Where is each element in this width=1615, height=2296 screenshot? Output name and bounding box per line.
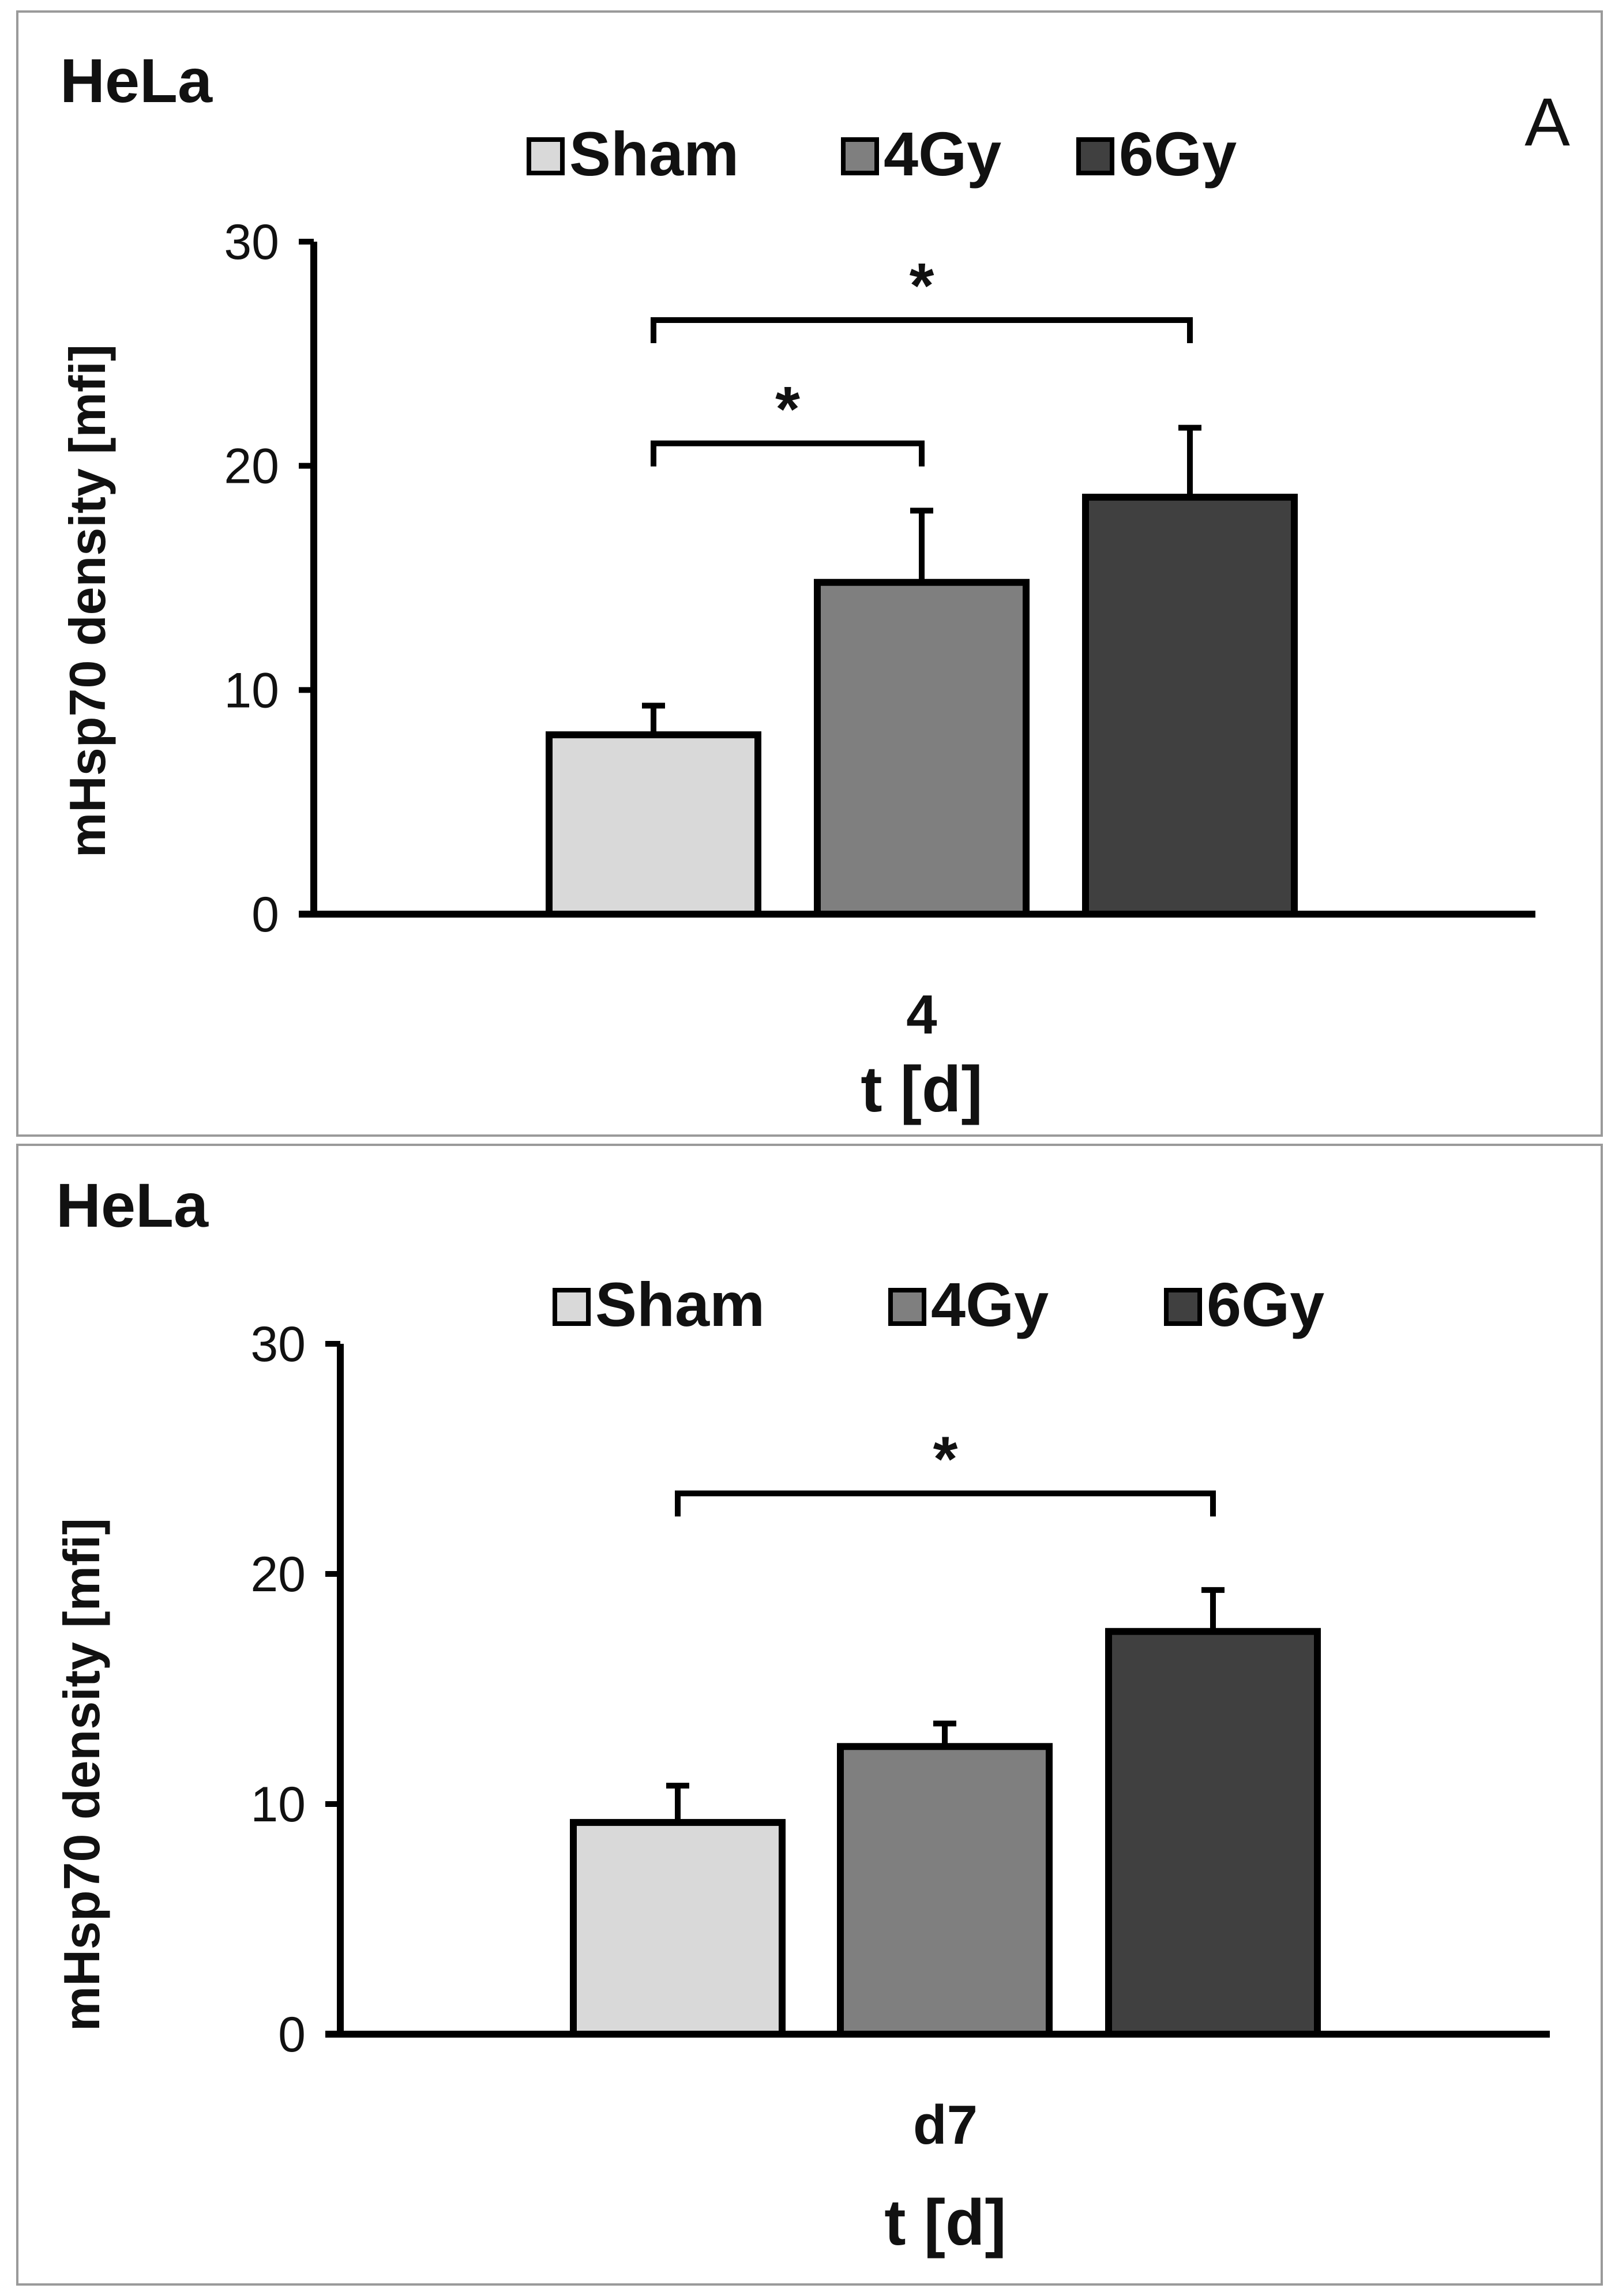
bottom-legend-swatch-6gy — [1164, 1288, 1202, 1326]
bottom-significance-bracket-1 — [675, 1490, 1216, 1517]
bottom-bar-4gy — [837, 1743, 1053, 2038]
top-significance-star-2: * — [910, 250, 934, 321]
bottom-legend-label-6gy: 6Gy — [1207, 1269, 1324, 1339]
bottom-ytick-label: 20 — [250, 1547, 306, 1602]
top-legend-label-sham: Sham — [569, 119, 739, 189]
top-ytick-label: 0 — [251, 887, 279, 942]
bottom-legend-label-4gy: 4Gy — [931, 1269, 1049, 1339]
chart-panel-bottom: HeLa Sham 4Gy 6Gy 0 10 20 30 * d7 t [d] mHsp70 dens… — [16, 1144, 1603, 2286]
chart-panel-top: HeLa A Sham 4Gy 6Gy 0 10 20 30 * * 4 t [d] mHsp70 den… — [16, 10, 1603, 1137]
bottom-ytick-label: 0 — [278, 2007, 306, 2062]
bottom-significance-star-1: * — [933, 1423, 958, 1494]
top-legend-label-4gy: 4Gy — [884, 119, 1001, 189]
bottom-legend-label-sham: Sham — [595, 1269, 765, 1339]
top-category-label: 4 — [906, 984, 937, 1046]
top-ytick-label: 10 — [224, 663, 279, 718]
top-significance-bracket-2 — [651, 317, 1193, 344]
top-legend-label-6gy: 6Gy — [1119, 119, 1237, 189]
top-bar-6gy — [1082, 494, 1298, 918]
top-significance-bracket-1 — [651, 440, 925, 467]
top-x-axis-title: t [d] — [861, 1053, 982, 1125]
top-panel-letter: A — [1524, 84, 1570, 160]
bottom-legend-swatch-4gy — [888, 1288, 926, 1326]
top-legend-swatch-sham — [527, 137, 565, 175]
top-legend-swatch-6gy — [1076, 137, 1114, 175]
top-significance-star-1: * — [775, 374, 800, 445]
top-ytick-label: 20 — [224, 439, 279, 494]
chart-top-svg: HeLa A Sham 4Gy 6Gy 0 10 20 30 * * 4 t [d] mHsp70 den… — [59, 46, 1570, 1125]
bottom-x-axis-title: t [d] — [884, 2186, 1006, 2259]
bottom-cell-label: HeLa — [56, 1170, 209, 1240]
top-y-axis-title: mHsp70 density [mfi] — [59, 344, 116, 858]
top-cell-label: HeLa — [60, 46, 213, 115]
chart-bottom-svg: HeLa Sham 4Gy 6Gy 0 10 20 30 * d7 t [d] mHsp70 dens… — [53, 1170, 1550, 2259]
top-bar-sham — [546, 731, 761, 918]
bottom-category-label: d7 — [913, 2094, 978, 2156]
top-ytick-label: 30 — [224, 215, 279, 270]
bottom-ytick-label: 10 — [250, 1777, 306, 1832]
bottom-bar-sham — [570, 1818, 786, 2038]
top-bar-4gy — [814, 578, 1030, 918]
bottom-ytick-label: 30 — [250, 1317, 306, 1372]
bottom-bar-6gy — [1105, 1628, 1321, 2038]
bottom-y-axis-title: mHsp70 density [mfi] — [53, 1518, 110, 2031]
bottom-legend-swatch-sham — [553, 1288, 591, 1326]
top-legend-swatch-4gy — [841, 137, 879, 175]
